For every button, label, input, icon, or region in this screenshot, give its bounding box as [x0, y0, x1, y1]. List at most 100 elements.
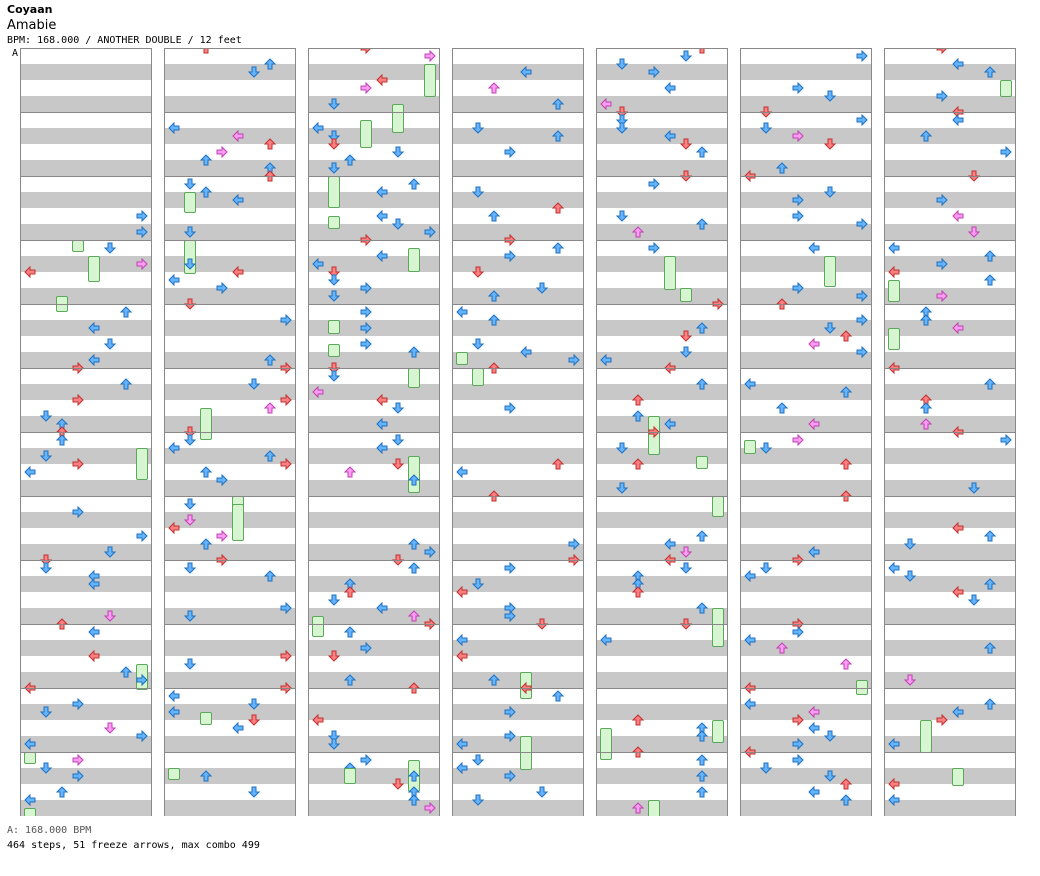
step-arrow-icon — [792, 209, 804, 223]
step-arrow-icon — [551, 458, 565, 470]
step-arrow-icon — [759, 762, 773, 774]
step-arrow-icon — [471, 186, 485, 198]
step-arrow-icon — [72, 753, 84, 767]
freeze-arrow — [184, 192, 196, 213]
step-arrow-icon — [72, 393, 84, 407]
step-arrow-icon — [504, 729, 516, 743]
step-arrow-icon — [232, 265, 244, 279]
step-arrow-icon — [919, 418, 933, 430]
step-arrow-icon — [856, 49, 868, 63]
step-arrow-icon — [856, 345, 868, 359]
step-arrow-icon — [631, 226, 645, 238]
step-arrow-icon — [183, 514, 197, 526]
step-arrow-icon — [792, 713, 804, 727]
step-arrow-icon — [695, 786, 709, 798]
step-arrow-icon — [792, 753, 804, 767]
step-arrow-icon — [343, 586, 357, 598]
step-arrow-icon — [695, 218, 709, 230]
step-arrow-icon — [360, 321, 372, 335]
step-arrow-icon — [520, 65, 532, 79]
step-arrow-icon — [712, 297, 724, 311]
step-arrow-icon — [936, 257, 948, 271]
step-arrow-icon — [183, 658, 197, 670]
step-arrow-icon — [744, 569, 756, 583]
chart-panel — [884, 48, 1016, 816]
step-arrow-icon — [55, 434, 69, 446]
step-arrow-icon — [391, 434, 405, 446]
step-arrow-icon — [679, 562, 693, 574]
step-arrow-icon — [792, 433, 804, 447]
freeze-arrow — [408, 248, 420, 272]
step-arrow-icon — [424, 545, 436, 559]
step-arrow-icon — [792, 625, 804, 639]
step-arrow-icon — [808, 241, 820, 255]
chart-panel — [596, 48, 728, 816]
step-arrow-icon — [952, 425, 964, 439]
step-arrow-icon — [888, 777, 900, 791]
step-arrow-icon — [471, 578, 485, 590]
freeze-arrow — [232, 504, 244, 541]
step-arrow-icon — [744, 745, 756, 759]
freeze-arrow — [712, 608, 724, 647]
step-arrow-icon — [615, 58, 629, 70]
step-arrow-icon — [103, 338, 117, 350]
step-arrow-icon — [919, 314, 933, 326]
step-arrow-icon — [631, 410, 645, 422]
step-arrow-icon — [216, 553, 228, 567]
step-arrow-icon — [631, 714, 645, 726]
step-arrow-icon — [391, 402, 405, 414]
step-arrow-icon — [72, 769, 84, 783]
step-arrow-icon — [952, 113, 964, 127]
step-arrow-icon — [376, 393, 388, 407]
step-arrow-icon — [808, 705, 820, 719]
step-arrow-icon — [407, 682, 421, 694]
step-arrow-icon — [504, 609, 516, 623]
step-arrow-icon — [216, 473, 228, 487]
step-arrow-icon — [343, 466, 357, 478]
freeze-arrow — [328, 216, 340, 229]
step-arrow-icon — [695, 754, 709, 766]
step-arrow-icon — [456, 305, 468, 319]
step-arrow-icon — [551, 202, 565, 214]
step-arrow-icon — [1000, 433, 1012, 447]
step-arrow-icon — [695, 602, 709, 614]
step-arrow-icon — [695, 770, 709, 782]
step-arrow-icon — [551, 130, 565, 142]
step-arrow-icon — [792, 553, 804, 567]
step-arrow-icon — [808, 785, 820, 799]
step-arrow-icon — [263, 354, 277, 366]
step-arrow-icon — [247, 66, 261, 78]
step-arrow-icon — [280, 457, 292, 471]
step-arrow-icon — [343, 154, 357, 166]
step-arrow-icon — [168, 273, 180, 287]
freeze-arrow — [312, 616, 324, 637]
chart-panel — [740, 48, 872, 816]
step-arrow-icon — [600, 633, 612, 647]
step-arrow-icon — [247, 378, 261, 390]
step-arrow-icon — [695, 146, 709, 158]
step-arrow-icon — [263, 570, 277, 582]
step-arrow-icon — [103, 610, 117, 622]
step-arrow-icon — [216, 145, 228, 159]
freeze-arrow — [344, 768, 356, 784]
step-arrow-icon — [775, 642, 789, 654]
step-arrow-icon — [247, 786, 261, 798]
step-arrow-icon — [72, 457, 84, 471]
step-arrow-icon — [535, 282, 549, 294]
step-arrow-icon — [88, 577, 100, 591]
step-arrow-icon — [967, 226, 981, 238]
step-arrow-icon — [664, 129, 676, 143]
step-arrow-icon — [280, 393, 292, 407]
step-arrow-icon — [759, 106, 773, 118]
step-arrow-icon — [199, 186, 213, 198]
chart-panel — [452, 48, 584, 816]
step-arrow-icon — [983, 578, 997, 590]
step-arrow-icon — [568, 537, 580, 551]
step-arrow-icon — [360, 753, 372, 767]
step-arrow-icon — [391, 554, 405, 566]
step-arrow-icon — [679, 50, 693, 62]
step-arrow-icon — [695, 322, 709, 334]
step-arrow-icon — [520, 345, 532, 359]
step-arrow-icon — [391, 778, 405, 790]
step-arrow-icon — [39, 706, 53, 718]
